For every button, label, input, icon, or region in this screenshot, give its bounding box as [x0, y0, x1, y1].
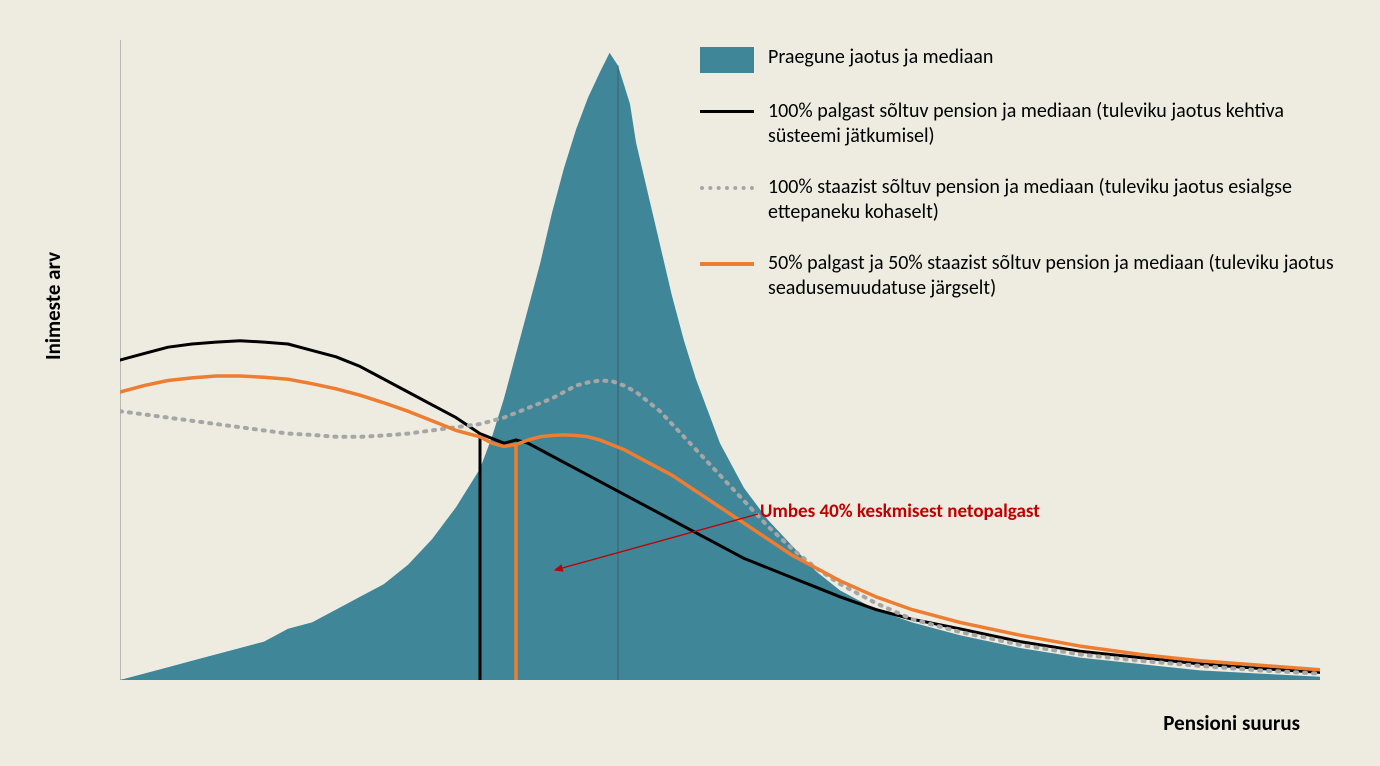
legend-item-tenure100: 100% staazist sõltuv pension ja mediaan … — [700, 175, 1340, 225]
y-axis-label: Inimeste arv — [40, 252, 66, 360]
legend-item-current: Praegune jaotus ja mediaan — [700, 45, 1340, 73]
legend-text: 100% staazist sõltuv pension ja mediaan … — [768, 175, 1340, 225]
legend-text: Praegune jaotus ja mediaan — [768, 45, 993, 70]
legend-text: 50% palgast ja 50% staazist sõltuv pensi… — [768, 251, 1340, 301]
legend: Praegune jaotus ja mediaan 100% palgast … — [700, 45, 1340, 327]
legend-item-mix5050: 50% palgast ja 50% staazist sõltuv pensi… — [700, 251, 1340, 301]
legend-swatch-area — [700, 47, 754, 73]
legend-line-dotted — [700, 186, 754, 193]
legend-text: 100% palgast sõltuv pension ja mediaan (… — [768, 99, 1340, 149]
legend-line-black — [700, 110, 754, 113]
legend-item-salary100: 100% palgast sõltuv pension ja mediaan (… — [700, 99, 1340, 149]
annotation-text: Umbes 40% keskmisest netopalgast — [760, 500, 1040, 523]
legend-line-orange — [700, 262, 754, 266]
x-axis-label: Pensioni suurus — [1163, 710, 1300, 736]
chart-container: Inimeste arv Pensioni suurus Praegune ja… — [0, 0, 1380, 766]
